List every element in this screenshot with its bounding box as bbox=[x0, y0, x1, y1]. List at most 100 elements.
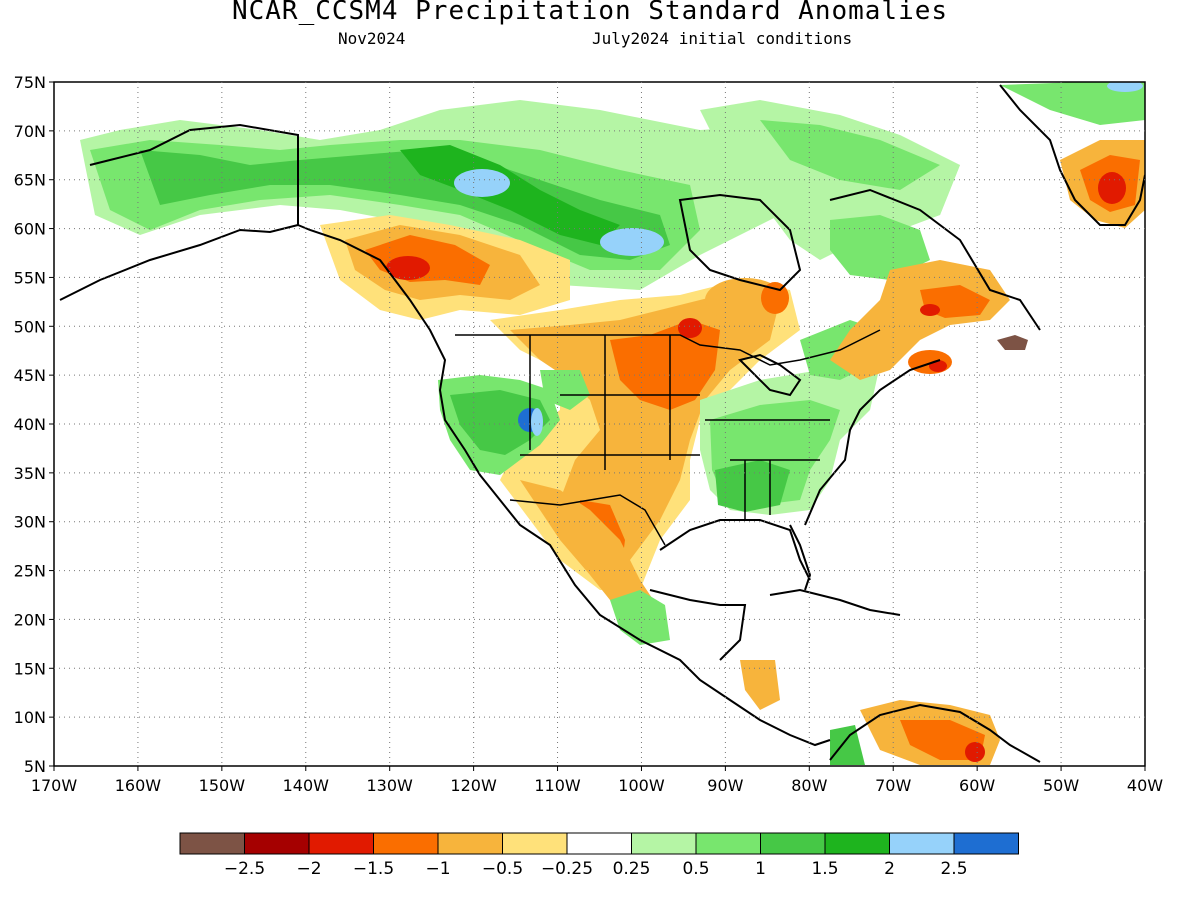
axis-ticks bbox=[49, 81, 1146, 771]
lat-label: 15N bbox=[14, 659, 46, 678]
legend-swatch bbox=[889, 832, 955, 855]
anomaly-region-dry-venezuela-strong bbox=[900, 720, 985, 760]
anomaly-region-wet-west-us bbox=[438, 375, 560, 475]
lon-label: 120W bbox=[450, 776, 497, 795]
anomaly-fields bbox=[80, 82, 1145, 765]
lat-label: 10N bbox=[14, 708, 46, 727]
anomaly-region-wet-nunavut bbox=[400, 145, 620, 245]
legend-swatch bbox=[437, 832, 503, 855]
lat-label: 20N bbox=[14, 610, 46, 629]
legend-label: −0.5 bbox=[482, 859, 523, 879]
legend-swatch bbox=[179, 832, 245, 855]
anomaly-region-wet-north bbox=[80, 100, 960, 290]
anomaly-region-dry-bc-strong bbox=[365, 235, 490, 285]
lat-label: 65N bbox=[14, 171, 46, 190]
legend-swatch bbox=[695, 832, 761, 855]
anomaly-region-dry-greenland bbox=[1060, 140, 1145, 228]
legend-label: −1 bbox=[425, 859, 450, 879]
coast-east-us bbox=[804, 359, 941, 526]
lon-label: 150W bbox=[199, 776, 246, 795]
anomaly-region-dry-texas bbox=[580, 500, 625, 585]
borders bbox=[297, 135, 881, 546]
coast-alaska-south bbox=[59, 224, 299, 301]
coast-alaska bbox=[89, 123, 831, 747]
longitude-labels: 170W 160W 150W 140W 130W 120W 110W 100W 90W 80W 70… bbox=[31, 776, 1163, 795]
border-us-canada bbox=[455, 329, 881, 366]
legend-swatch bbox=[308, 832, 374, 855]
anomaly-region-dry-nova-scotia bbox=[908, 350, 952, 374]
legend-swatch bbox=[244, 832, 310, 855]
coast-south-america bbox=[829, 703, 1041, 763]
anomaly-region-wet-colorado bbox=[518, 408, 542, 432]
lon-label: 160W bbox=[115, 776, 162, 795]
lon-label: 60W bbox=[959, 776, 995, 795]
map-title: NCAR_CCSM4 Precipitation Standard Anomal… bbox=[231, 0, 949, 26]
border-us-states bbox=[520, 335, 830, 520]
lon-label: 100W bbox=[618, 776, 665, 795]
lon-label: 70W bbox=[875, 776, 911, 795]
legend-label: −2.5 bbox=[224, 859, 265, 879]
anomaly-region-dry-greenland-peak bbox=[1098, 172, 1126, 204]
anomaly-region-wet-southeast-core bbox=[710, 400, 840, 505]
lat-label: 25N bbox=[14, 562, 46, 581]
legend-swatch bbox=[953, 832, 1019, 855]
anomaly-region-dry-mn-peak bbox=[678, 318, 702, 338]
map-frame bbox=[53, 81, 1146, 767]
legend-swatch bbox=[631, 832, 697, 855]
anomaly-region-wet-baffin bbox=[760, 120, 940, 190]
lat-label: 5N bbox=[24, 757, 46, 776]
anomaly-region-wet-deep-south bbox=[715, 460, 790, 512]
lat-label: 45N bbox=[14, 366, 46, 385]
colorbar-legend: −2.5 −2 −1.5 −1 −0.5 −0.25 0.25 0.5 1 1.5 2 2.5 bbox=[179, 832, 1019, 879]
anomaly-region-wet-north-core bbox=[90, 140, 700, 270]
anomaly-region-wet-mexico bbox=[610, 590, 670, 645]
legend-swatch bbox=[760, 832, 826, 855]
anomaly-region-dry-greenland-strong bbox=[1080, 155, 1140, 212]
anomaly-region-dry-bc-core bbox=[345, 225, 540, 300]
legend-label: 2 bbox=[884, 859, 895, 879]
lat-label: 35N bbox=[14, 464, 46, 483]
legend-swatch bbox=[566, 832, 632, 855]
anomaly-region-dry-plains-strong bbox=[610, 320, 720, 410]
anomaly-region-dry-quebec bbox=[830, 260, 1010, 380]
anomaly-region-dry-nova-scotia-peak bbox=[929, 360, 947, 372]
legend-label: 0.25 bbox=[613, 859, 651, 879]
anomaly-region-wet-great-lakes bbox=[800, 320, 880, 380]
coastlines bbox=[59, 84, 1145, 763]
valid-month-label: Nov2024 bbox=[338, 29, 406, 48]
anomaly-region-wet-greenland-ne bbox=[1107, 82, 1143, 92]
anomaly-region-wet-colombia bbox=[830, 725, 865, 765]
legend-label: −1.5 bbox=[353, 859, 394, 879]
legend-swatch bbox=[824, 832, 890, 855]
legend-swatch bbox=[502, 832, 568, 855]
anomaly-region-wet-quebec bbox=[830, 215, 930, 280]
coast-florida bbox=[789, 524, 812, 591]
anomaly-region-wet-manitoba bbox=[600, 228, 664, 256]
legend-label: 1.5 bbox=[811, 859, 838, 879]
anomaly-region-dry-ontario-core bbox=[761, 282, 789, 314]
lon-label: 110W bbox=[534, 776, 581, 795]
anomaly-region-wet-north-strong bbox=[140, 150, 670, 260]
lat-label: 60N bbox=[14, 220, 46, 239]
anomaly-region-dry-plains bbox=[490, 280, 800, 590]
init-conditions-label: July2024 initial conditions bbox=[592, 29, 853, 48]
anomaly-region-wet-colorado-ring bbox=[531, 408, 543, 436]
lon-label: 170W bbox=[31, 776, 78, 795]
anomaly-region-wet-wyoming bbox=[540, 370, 590, 410]
lat-label: 55N bbox=[14, 268, 46, 287]
coast-labrador bbox=[829, 188, 1041, 331]
legend-label: −2 bbox=[296, 859, 321, 879]
anomaly-region-dry-plains-core bbox=[510, 290, 780, 575]
coast-hudson bbox=[678, 193, 802, 292]
lon-label: 80W bbox=[791, 776, 827, 795]
coast-great-lakes bbox=[738, 353, 802, 397]
anomaly-region-dry-quebec-strong bbox=[920, 285, 990, 318]
anomaly-region-dry-mexico bbox=[520, 480, 660, 620]
legend-label: 1 bbox=[755, 859, 766, 879]
coast-cuba bbox=[769, 588, 901, 616]
anomaly-region-wet-great-basin bbox=[450, 390, 550, 455]
anomaly-region-dry-ontario bbox=[705, 278, 785, 322]
border-us-mexico bbox=[509, 494, 666, 546]
anomaly-region-dry-bc-peak bbox=[386, 256, 430, 280]
